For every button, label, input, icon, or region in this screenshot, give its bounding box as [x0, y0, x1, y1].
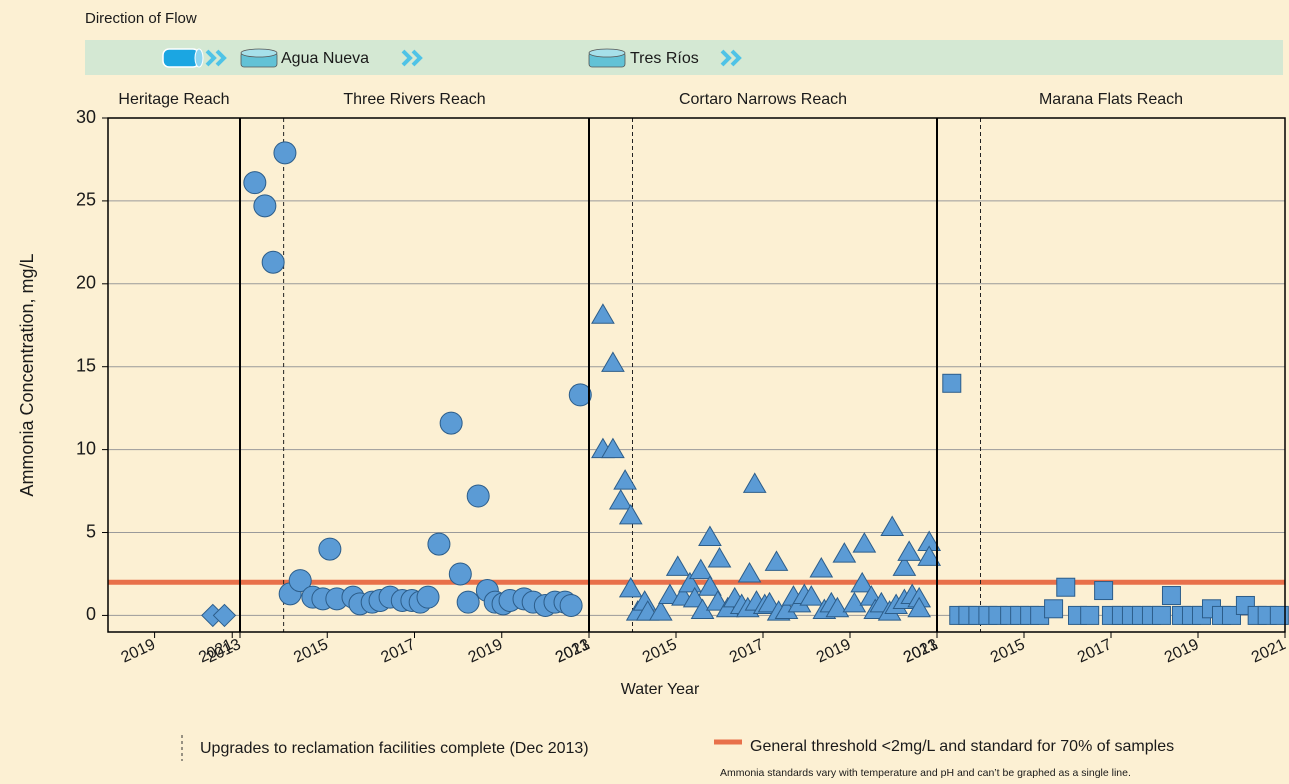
- panel-title: Cortaro Narrows Reach: [679, 91, 847, 108]
- flow-banner: [85, 40, 1283, 75]
- marker: [601, 351, 625, 372]
- marker: [942, 373, 962, 393]
- marker: [618, 503, 643, 525]
- y-tick-label: 20: [76, 273, 96, 293]
- marker: [917, 545, 942, 566]
- marker: [665, 555, 690, 576]
- marker: [1080, 605, 1100, 625]
- marker: [1044, 599, 1064, 619]
- y-tick-label: 30: [76, 107, 96, 127]
- marker: [1056, 577, 1076, 597]
- y-tick-label: 15: [76, 355, 96, 375]
- marker: [880, 515, 905, 537]
- marker: [852, 532, 877, 553]
- panel-title: Heritage Reach: [118, 91, 229, 108]
- marker: [591, 303, 615, 324]
- marker: [688, 558, 713, 580]
- marker: [737, 561, 762, 583]
- y-axis-label: Ammonia Concentration, mg/L: [17, 253, 37, 496]
- marker: [850, 571, 875, 593]
- marker: [1269, 605, 1289, 625]
- marker: [466, 484, 490, 508]
- marker: [799, 585, 824, 606]
- marker: [698, 575, 722, 596]
- flow-label: Agua Nueva: [281, 50, 369, 67]
- marker: [698, 525, 722, 546]
- marker: [832, 542, 857, 563]
- y-tick-label: 0: [86, 604, 96, 624]
- flow-label: Tres Ríos: [630, 50, 699, 67]
- panel-title: Marana Flats Reach: [1039, 91, 1183, 108]
- marker: [907, 596, 932, 618]
- marker: [439, 411, 463, 435]
- panel-title: Three Rivers Reach: [343, 91, 485, 108]
- marker: [416, 585, 440, 609]
- marker: [273, 141, 297, 165]
- y-tick-label: 5: [86, 521, 96, 541]
- marker: [1161, 586, 1181, 606]
- marker: [608, 489, 633, 510]
- marker: [243, 171, 267, 195]
- marker: [318, 537, 342, 561]
- flow-title: Direction of Flow: [85, 10, 197, 27]
- legend-label: Upgrades to reclamation facilities compl…: [200, 740, 589, 757]
- marker: [1151, 605, 1171, 625]
- marker: [842, 591, 867, 613]
- marker: [212, 603, 237, 628]
- marker: [568, 383, 592, 407]
- marker: [618, 576, 643, 598]
- marker: [253, 194, 277, 218]
- plot-frame: [107, 117, 1286, 633]
- y-tick-label: 25: [76, 190, 96, 210]
- marker: [601, 437, 625, 459]
- marker: [892, 555, 917, 576]
- marker: [648, 600, 673, 621]
- flow-icons: [162, 48, 742, 68]
- marker: [897, 540, 922, 561]
- legend-label: General threshold <2mg/L and standard fo…: [750, 738, 1174, 755]
- marker: [288, 569, 312, 593]
- footnote: Ammonia standards vary with temperature …: [720, 767, 1131, 779]
- marker: [742, 472, 767, 493]
- marker: [682, 586, 707, 608]
- marker: [613, 469, 637, 490]
- x-axis-label: Water Year: [621, 681, 700, 698]
- marker: [448, 562, 472, 586]
- marker: [559, 593, 583, 617]
- marker: [427, 532, 451, 556]
- marker: [678, 571, 702, 593]
- marker: [809, 556, 834, 578]
- marker: [1094, 581, 1114, 601]
- marker: [261, 250, 285, 274]
- marker: [456, 590, 480, 614]
- marker: [707, 547, 732, 568]
- y-tick-label: 10: [76, 438, 96, 458]
- marker: [764, 550, 789, 571]
